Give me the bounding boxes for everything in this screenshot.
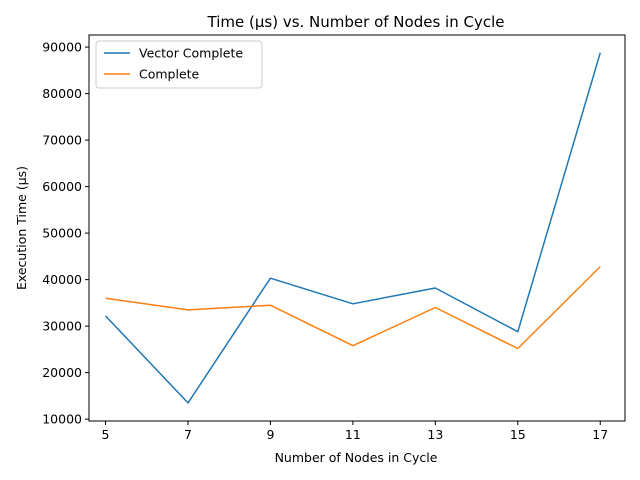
axes-frame — [88, 34, 626, 422]
x-tick-label: 17 — [592, 427, 608, 442]
y-tick-label: 20000 — [42, 365, 82, 380]
chart-title: Time (µs) vs. Number of Nodes in Cycle — [207, 13, 505, 31]
y-tick-label: 40000 — [42, 272, 82, 287]
y-axis: 10000 20000 30000 40000 50000 60000 70000 80000… — [42, 40, 89, 427]
x-axis-title: Number of Nodes in Cycle — [275, 450, 438, 465]
y-tick-label: 90000 — [42, 40, 82, 55]
x-tick-label: 15 — [510, 427, 526, 442]
series-line-0 — [104, 52, 602, 404]
x-tick-label: 7 — [184, 427, 192, 442]
x-tick-label: 5 — [102, 427, 110, 442]
legend-box — [95, 40, 263, 89]
series-line-1 — [105, 266, 601, 350]
x-tick-label: 11 — [345, 427, 361, 442]
y-tick-label: 50000 — [42, 226, 82, 241]
y-tick-label: 10000 — [42, 412, 82, 427]
legend: Vector Complete Complete — [95, 40, 263, 89]
y-tick-label: 70000 — [42, 133, 82, 148]
x-tick-label: 13 — [427, 427, 443, 442]
legend-label: Complete — [139, 67, 200, 82]
plot-area — [104, 52, 602, 404]
y-tick-label: 30000 — [42, 319, 82, 334]
legend-label: Vector Complete — [139, 46, 243, 61]
x-tick-label: 9 — [266, 427, 274, 442]
y-tick-label: 80000 — [42, 86, 82, 101]
y-axis-title: Execution Time (µs) — [14, 166, 29, 290]
x-axis: 5 7 9 11 13 15 17 — [102, 421, 608, 442]
y-tick-label: 60000 — [42, 179, 82, 194]
